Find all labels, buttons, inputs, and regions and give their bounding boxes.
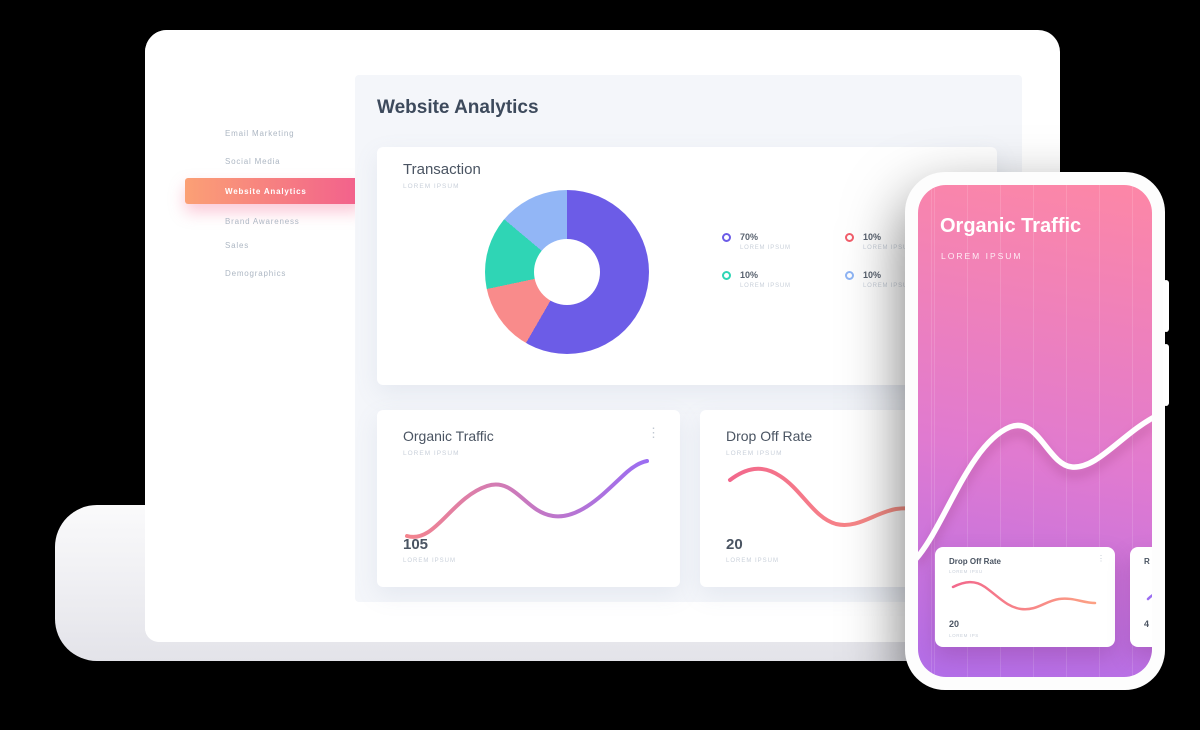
organic-card-subtitle: LOREM IPSUM bbox=[403, 450, 460, 457]
transaction-card-title: Transaction bbox=[403, 161, 481, 178]
legend-ring-icon bbox=[845, 271, 854, 280]
organic-card-title: Organic Traffic bbox=[403, 428, 494, 444]
phone-power-button bbox=[1163, 280, 1169, 332]
legend-value: 10% bbox=[740, 270, 759, 280]
dropoff-value-label: LOREM IPSUM bbox=[726, 558, 780, 564]
organic-value-label: LOREM IPSUM bbox=[403, 558, 457, 564]
legend-label: LOREM IPSUM bbox=[740, 283, 791, 289]
legend-label: LOREM IPSUM bbox=[863, 283, 914, 289]
phone-card-title: R bbox=[1144, 557, 1150, 566]
legend-label: LOREM IPSUM bbox=[740, 245, 791, 251]
legend-ring-icon bbox=[722, 271, 731, 280]
more-options-icon[interactable]: ⋮ bbox=[647, 425, 660, 440]
phone: Organic Traffic LOREM IPSUM Drop Off Rat… bbox=[905, 172, 1169, 690]
more-options-icon[interactable]: ⋮ bbox=[1097, 554, 1105, 563]
dropoff-card-title: Drop Off Rate bbox=[726, 428, 813, 444]
phone-dropoff-card: Drop Off Rate LOREM IPSU ⋮ 20 LOREM IPS bbox=[935, 547, 1115, 647]
dropoff-card-subtitle: LOREM IPSUM bbox=[726, 450, 783, 457]
sidebar-item-social-media[interactable]: Social Media bbox=[225, 157, 281, 166]
dropoff-value: 20 bbox=[726, 536, 743, 553]
phone-card-subtitle: LOREM IPSU bbox=[949, 569, 983, 574]
sidebar-item-sales[interactable]: Sales bbox=[225, 241, 250, 250]
donut-chart bbox=[485, 190, 649, 354]
legend-ring-icon bbox=[845, 233, 854, 242]
phone-page-subtitle: LOREM IPSUM bbox=[941, 251, 1023, 261]
phone-card-value: 4 bbox=[1144, 619, 1150, 629]
organic-line-chart bbox=[405, 459, 649, 539]
sidebar-item-brand-awareness[interactable]: Brand Awareness bbox=[225, 217, 300, 226]
sidebar-item-demographics[interactable]: Demographics bbox=[225, 269, 287, 278]
legend-value: 70% bbox=[740, 232, 759, 242]
phone-mini-line-chart bbox=[1146, 594, 1152, 601]
page-title: Website Analytics bbox=[377, 97, 539, 118]
phone-volume-button bbox=[1163, 344, 1169, 406]
phone-card-value: 20 bbox=[949, 619, 960, 629]
sidebar-item-website-analytics[interactable]: Website Analytics bbox=[185, 178, 363, 204]
legend-item-purple: 70% LOREM IPSUM bbox=[722, 232, 791, 251]
phone-hero-line-chart bbox=[918, 415, 1152, 561]
organic-value: 105 bbox=[403, 536, 429, 553]
legend-label: LOREM IPSUM bbox=[863, 245, 914, 251]
sidebar: Email Marketing Social Media Website Ana… bbox=[145, 30, 363, 642]
legend-item-teal: 10% LOREM IPSUM bbox=[722, 270, 791, 289]
legend-value: 10% bbox=[863, 232, 882, 242]
phone-card-title: Drop Off Rate bbox=[949, 557, 1001, 566]
phone-second-card: R 4 bbox=[1130, 547, 1152, 647]
legend-value: 10% bbox=[863, 270, 882, 280]
legend-item-red: 10% LOREM IPSUM bbox=[845, 232, 914, 251]
phone-card-value-label: LOREM IPS bbox=[949, 633, 979, 638]
legend-item-blue: 10% LOREM IPSUM bbox=[845, 270, 914, 289]
phone-screen: Organic Traffic LOREM IPSUM Drop Off Rat… bbox=[918, 185, 1152, 677]
phone-page-title: Organic Traffic bbox=[940, 215, 1082, 237]
organic-traffic-card: Organic Traffic LOREM IPSUM ⋮ 105 LOREM … bbox=[377, 410, 680, 587]
sidebar-item-email-marketing[interactable]: Email Marketing bbox=[225, 129, 295, 138]
legend-ring-icon bbox=[722, 233, 731, 242]
phone-mini-line-chart bbox=[951, 580, 1097, 611]
transaction-card: Transaction LOREM IPSUM 70% LOREM IPSUM … bbox=[377, 147, 997, 385]
transaction-card-subtitle: LOREM IPSUM bbox=[403, 183, 460, 190]
sidebar-item-label: Website Analytics bbox=[225, 187, 307, 196]
